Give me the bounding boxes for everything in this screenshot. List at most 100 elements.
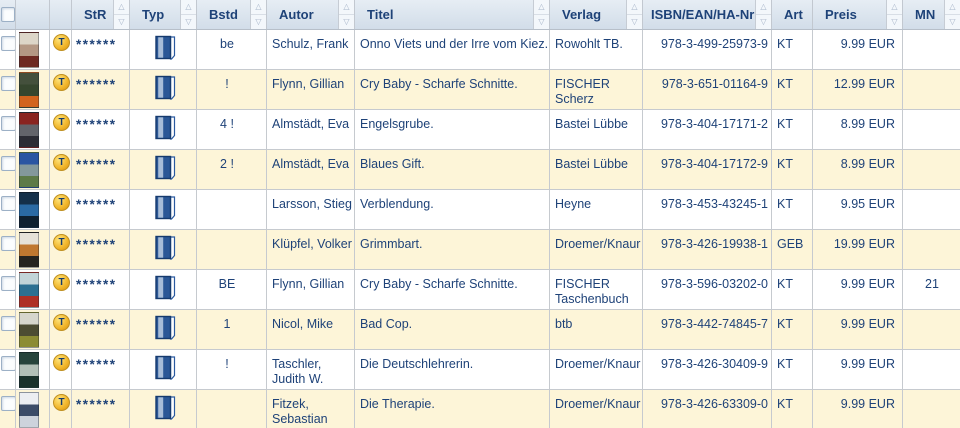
cell-titel: Die Deutschlehrerin. bbox=[355, 350, 550, 389]
cell-titel: Cry Baby - Scharfe Schnitte. bbox=[355, 70, 550, 109]
table-row[interactable]: T ****** BE Flynn, Gillian Cry Baby - Sc… bbox=[0, 270, 960, 310]
cell-flag: T bbox=[50, 150, 72, 189]
row-checkbox[interactable] bbox=[1, 396, 15, 411]
sort-ascending-button[interactable]: △ bbox=[756, 0, 771, 15]
cell-select bbox=[0, 310, 16, 349]
cell-art: GEB bbox=[772, 230, 813, 269]
cell-typ bbox=[130, 310, 197, 349]
table-row[interactable]: T ****** Fitzek, Sebastian Die Therapie.… bbox=[0, 390, 960, 428]
header-art: Art bbox=[772, 0, 813, 29]
table-row[interactable]: T ****** 1 Nicol, Mike Bad Cop. btb 978-… bbox=[0, 310, 960, 350]
book-cover-thumbnail[interactable] bbox=[19, 152, 39, 188]
table-row[interactable]: T ****** ! Flynn, Gillian Cry Baby - Sch… bbox=[0, 70, 960, 110]
row-checkbox[interactable] bbox=[1, 276, 15, 291]
cell-art: KT bbox=[772, 150, 813, 189]
header-preis[interactable]: Preis △ ▽ bbox=[813, 0, 903, 29]
book-icon bbox=[155, 235, 176, 260]
sort-ascending-button[interactable]: △ bbox=[181, 0, 196, 15]
cell-mn bbox=[903, 150, 960, 189]
book-cover-thumbnail[interactable] bbox=[19, 232, 39, 268]
book-cover-thumbnail[interactable] bbox=[19, 112, 39, 148]
table-row[interactable]: T ****** be Schulz, Frank Onno Viets und… bbox=[0, 30, 960, 70]
cell-titel: Onno Viets und der Irre vom Kiez. bbox=[355, 30, 550, 69]
cell-str: ****** bbox=[72, 70, 130, 109]
cell-verlag: Droemer/Knaur bbox=[550, 390, 643, 428]
book-cover-thumbnail[interactable] bbox=[19, 312, 39, 348]
table-row[interactable]: T ****** Larsson, Stieg Verblendung. Hey… bbox=[0, 190, 960, 230]
cell-cover bbox=[16, 30, 50, 69]
sort-ascending-button[interactable]: △ bbox=[887, 0, 902, 15]
book-cover-thumbnail[interactable] bbox=[19, 272, 39, 308]
table-row[interactable]: T ****** Klüpfel, Volker Grimmbart. Droe… bbox=[0, 230, 960, 270]
header-typ[interactable]: Typ △ ▽ bbox=[130, 0, 197, 29]
sort-descending-button[interactable]: ▽ bbox=[114, 15, 129, 29]
cell-art: KT bbox=[772, 310, 813, 349]
title-info-badge-icon: T bbox=[53, 74, 70, 91]
sort-descending-button[interactable]: ▽ bbox=[887, 15, 902, 29]
cell-autor: Flynn, Gillian bbox=[267, 70, 355, 109]
title-info-badge-icon: T bbox=[53, 154, 70, 171]
header-bstd[interactable]: Bstd △ ▽ bbox=[197, 0, 267, 29]
header-label-autor: Autor bbox=[279, 7, 314, 22]
row-checkbox[interactable] bbox=[1, 116, 15, 131]
header-verlag[interactable]: Verlag △ ▽ bbox=[550, 0, 643, 29]
table-row[interactable]: T ****** 4 ! Almstädt, Eva Engelsgrube. … bbox=[0, 110, 960, 150]
row-checkbox[interactable] bbox=[1, 356, 15, 371]
sort-ascending-button[interactable]: △ bbox=[339, 0, 354, 15]
book-cover-thumbnail[interactable] bbox=[19, 32, 39, 68]
header-isbn[interactable]: ISBN/EAN/HA-Nr △ ▽ bbox=[643, 0, 772, 29]
row-checkbox[interactable] bbox=[1, 236, 15, 251]
title-info-badge-icon: T bbox=[53, 114, 70, 131]
sort-descending-button[interactable]: ▽ bbox=[756, 15, 771, 29]
cell-str: ****** bbox=[72, 350, 130, 389]
sort-ascending-button[interactable]: △ bbox=[627, 0, 642, 15]
title-info-badge-icon: T bbox=[53, 274, 70, 291]
sort-descending-button[interactable]: ▽ bbox=[339, 15, 354, 29]
header-titel[interactable]: Titel △ ▽ bbox=[355, 0, 550, 29]
row-checkbox[interactable] bbox=[1, 76, 15, 91]
book-icon bbox=[155, 195, 176, 220]
cell-select bbox=[0, 70, 16, 109]
book-cover-thumbnail[interactable] bbox=[19, 72, 39, 108]
book-cover-thumbnail[interactable] bbox=[19, 392, 39, 428]
book-cover-thumbnail[interactable] bbox=[19, 352, 39, 388]
cell-typ bbox=[130, 150, 197, 189]
header-autor[interactable]: Autor △ ▽ bbox=[267, 0, 355, 29]
cell-cover bbox=[16, 350, 50, 389]
cell-autor: Schulz, Frank bbox=[267, 30, 355, 69]
header-mn[interactable]: MN △ ▽ bbox=[903, 0, 960, 29]
sort-descending-button[interactable]: ▽ bbox=[251, 15, 266, 29]
header-label-bstd: Bstd bbox=[209, 7, 238, 22]
sort-ascending-button[interactable]: △ bbox=[251, 0, 266, 15]
cell-typ bbox=[130, 30, 197, 69]
sort-descending-button[interactable]: ▽ bbox=[181, 15, 196, 29]
row-checkbox[interactable] bbox=[1, 316, 15, 331]
cell-bstd: 1 bbox=[197, 310, 267, 349]
sort-ascending-button[interactable]: △ bbox=[945, 0, 960, 15]
row-checkbox[interactable] bbox=[1, 36, 15, 51]
cell-mn bbox=[903, 190, 960, 229]
header-str[interactable]: StR △ ▽ bbox=[72, 0, 130, 29]
book-icon bbox=[155, 395, 176, 420]
table-row[interactable]: T ****** 2 ! Almstädt, Eva Blaues Gift. … bbox=[0, 150, 960, 190]
cell-select bbox=[0, 110, 16, 149]
sort-descending-button[interactable]: ▽ bbox=[945, 15, 960, 29]
select-all-checkbox[interactable] bbox=[1, 7, 15, 22]
cell-verlag: Heyne bbox=[550, 190, 643, 229]
cell-isbn: 978-3-426-30409-9 bbox=[643, 350, 772, 389]
header-flag bbox=[50, 0, 72, 29]
cell-flag: T bbox=[50, 310, 72, 349]
cell-bstd: 4 ! bbox=[197, 110, 267, 149]
sort-descending-button[interactable]: ▽ bbox=[627, 15, 642, 29]
book-cover-thumbnail[interactable] bbox=[19, 192, 39, 228]
table-row[interactable]: T ****** ! Taschler, Judith W. Die Deuts… bbox=[0, 350, 960, 390]
sort-ascending-button[interactable]: △ bbox=[534, 0, 549, 15]
cell-typ bbox=[130, 190, 197, 229]
sort-descending-button[interactable]: ▽ bbox=[534, 15, 549, 29]
sort-ascending-button[interactable]: △ bbox=[114, 0, 129, 15]
row-checkbox[interactable] bbox=[1, 196, 15, 211]
cell-flag: T bbox=[50, 70, 72, 109]
row-checkbox[interactable] bbox=[1, 156, 15, 171]
cell-bstd bbox=[197, 190, 267, 229]
cell-autor: Klüpfel, Volker bbox=[267, 230, 355, 269]
